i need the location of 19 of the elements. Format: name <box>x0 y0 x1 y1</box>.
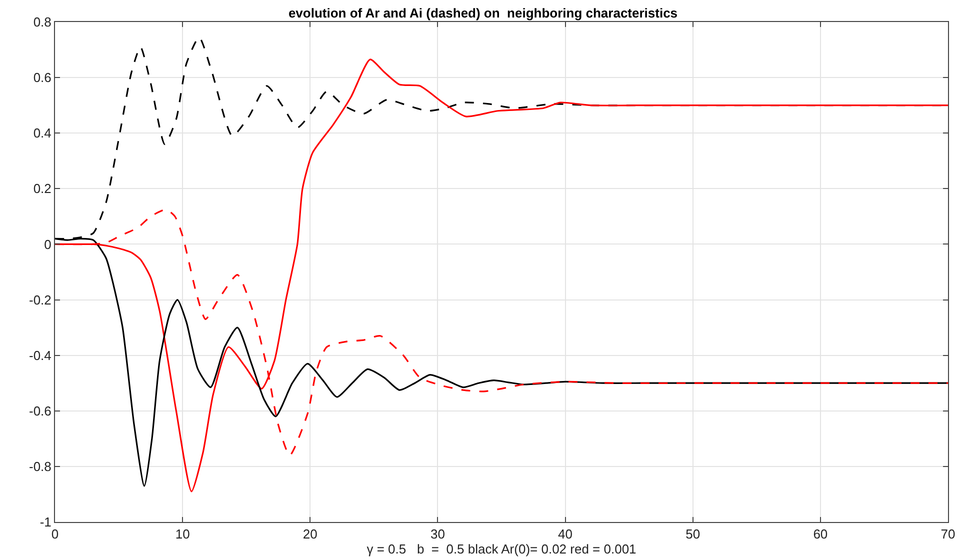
x-axis-title: γ = 0.5 b = 0.5 black Ar(0)= 0.02 red = 0.001 <box>366 542 636 557</box>
y-tick-label: 0.2 <box>33 181 52 196</box>
x-tick-label: 70 <box>940 526 956 542</box>
y-tick-label: 0.8 <box>33 14 52 30</box>
y-tick-label: -0.4 <box>28 348 52 363</box>
y-tick-label: -0.8 <box>28 458 52 474</box>
x-tick-label: 10 <box>175 526 190 542</box>
x-tick-label: 30 <box>430 526 445 542</box>
y-tick-label: 0 <box>44 236 52 252</box>
y-tick-label: 0.4 <box>33 126 52 141</box>
y-tick-label: -0.6 <box>28 403 52 418</box>
x-tick-label: 20 <box>302 526 318 542</box>
x-tick-label: 40 <box>558 526 573 542</box>
y-tick-label: 0.6 <box>33 70 52 86</box>
x-tick-label: 50 <box>686 526 700 542</box>
y-tick-label: -0.2 <box>28 292 52 308</box>
y-tick-label: -1 <box>40 514 52 530</box>
chart-title: evolution of Ar and Ai (dashed) on neighboring characteristics <box>288 6 678 20</box>
x-tick-label: 60 <box>813 526 828 542</box>
